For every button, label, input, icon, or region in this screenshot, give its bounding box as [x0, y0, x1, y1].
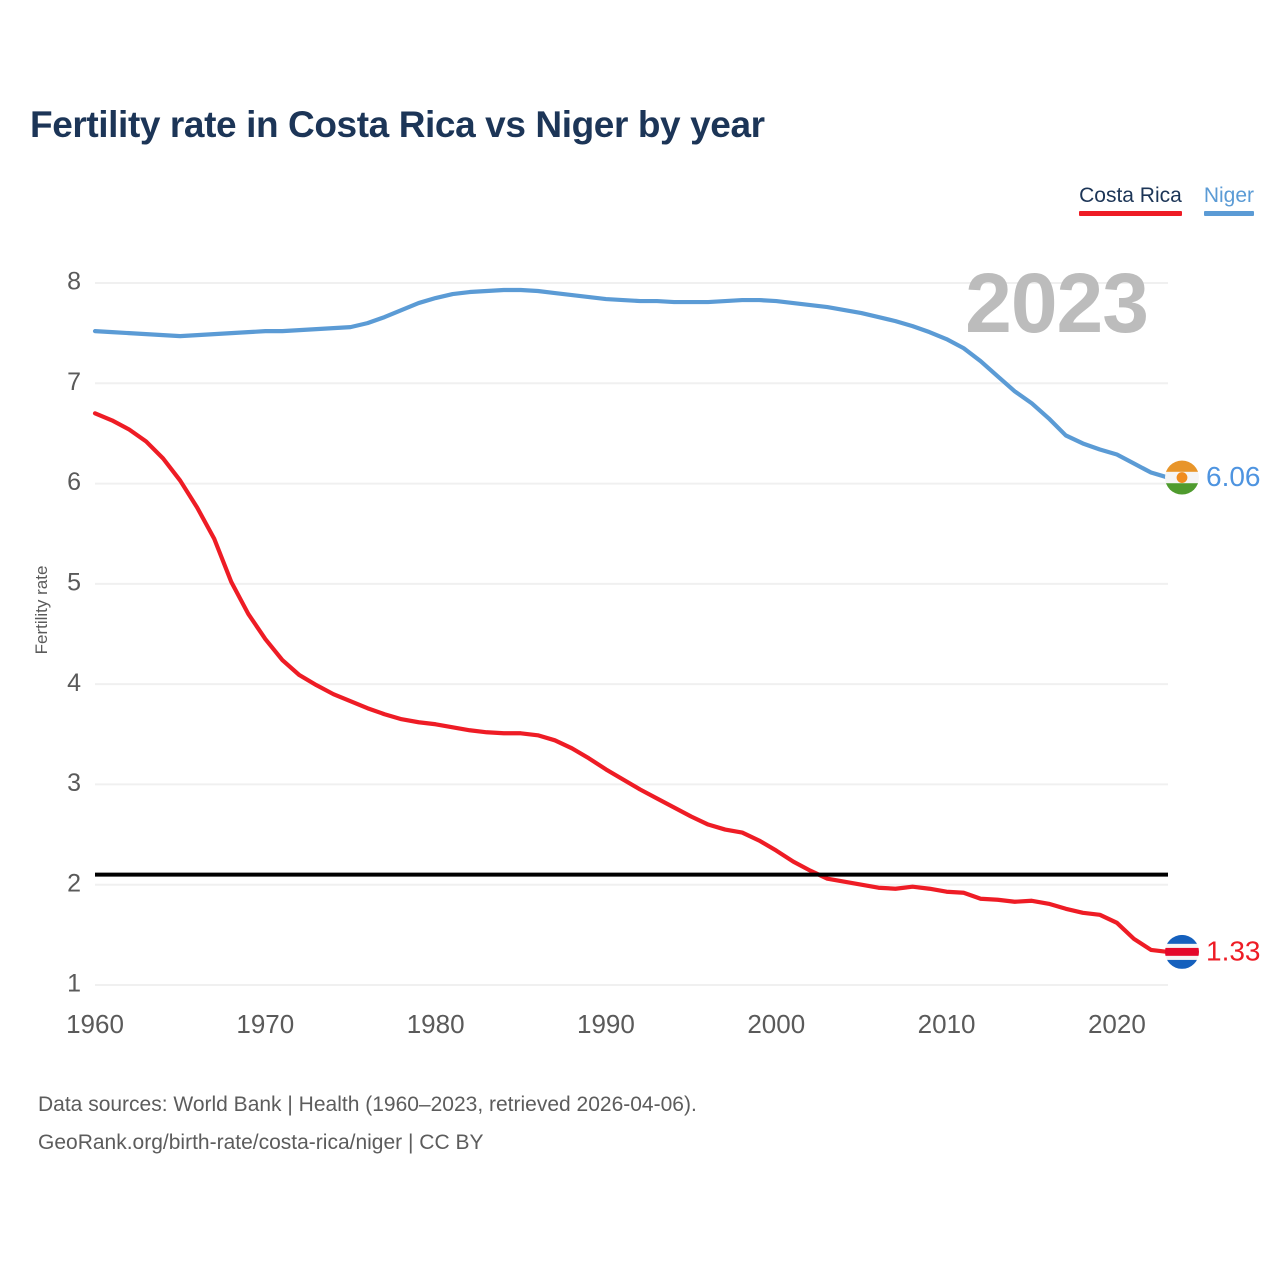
y-tick-4: 4 [67, 669, 81, 697]
y-tick-6: 6 [67, 468, 81, 496]
chart-footer: Data sources: World Bank | Health (1960–… [38, 1086, 697, 1162]
y-tick-3: 3 [67, 769, 81, 797]
footer-data-sources: Data sources: World Bank | Health (1960–… [38, 1093, 697, 1116]
legend-color-swatch-costa-rica [1079, 211, 1182, 216]
y-axis-title: Fertility rate [32, 566, 51, 655]
series-line-niger [92, 287, 1171, 480]
niger-flag-icon [1165, 460, 1199, 495]
legend-item-niger[interactable]: Niger [1203, 183, 1254, 216]
x-tick-1970: 1970 [236, 1009, 294, 1039]
y-tick-7: 7 [67, 368, 81, 396]
page-title: Fertility rate in Costa Rica vs Niger by… [30, 104, 765, 145]
costa-rica-flag-icon [1165, 934, 1199, 969]
line-chart-plot[interactable]: 1 2 3 4 5 6 7 8 1960 1970 1980 1990 2000 2010 2020 Fe… [0, 0, 1280, 1060]
y-axis-tick-labels: 1 2 3 4 5 6 7 8 [67, 268, 81, 998]
y-tick-8: 8 [67, 268, 81, 296]
endpoint-value-niger: 6.06 [1206, 461, 1261, 492]
legend-label-costa-rica: Costa Rica [1079, 184, 1182, 207]
series-lines [92, 287, 1171, 955]
legend-label-niger: Niger [1203, 184, 1254, 207]
y-tick-1: 1 [67, 970, 81, 998]
series-line-costa-rica [92, 411, 1171, 955]
x-axis-tick-labels: 1960 1970 1980 1990 2000 2010 2020 [66, 1009, 1146, 1039]
x-tick-1980: 1980 [407, 1009, 465, 1039]
footer-attribution: GeoRank.org/birth-rate/costa-rica/niger … [38, 1131, 484, 1154]
x-tick-2020: 2020 [1088, 1009, 1146, 1039]
x-tick-2010: 2010 [918, 1009, 976, 1039]
x-tick-1960: 1960 [66, 1009, 124, 1039]
year-watermark: 2023 [965, 256, 1148, 350]
legend-color-swatch-niger [1203, 211, 1254, 216]
x-tick-1990: 1990 [577, 1009, 635, 1039]
chart-legend: Costa Rica Niger [1079, 183, 1254, 216]
x-tick-2000: 2000 [747, 1009, 805, 1039]
y-tick-2: 2 [67, 869, 81, 897]
endpoint-value-costa-rica: 1.33 [1206, 935, 1261, 966]
y-tick-5: 5 [67, 568, 81, 596]
series-endpoint-markers: 6.06 1.33 [1165, 460, 1261, 969]
legend-item-costa-rica[interactable]: Costa Rica [1079, 183, 1182, 216]
gridlines [95, 282, 1168, 986]
